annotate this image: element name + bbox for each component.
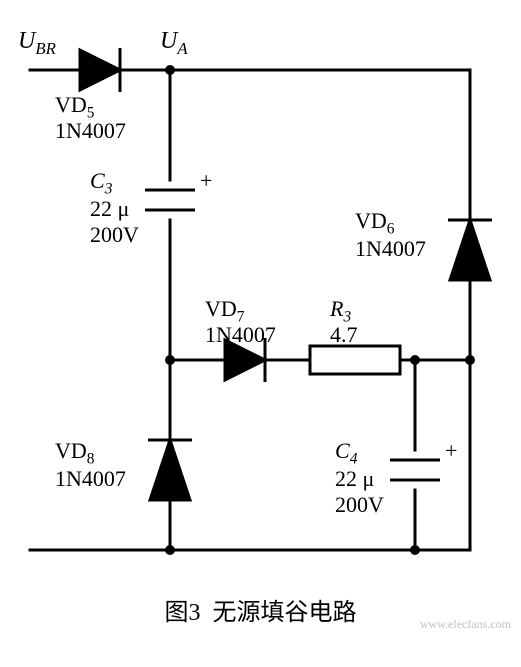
c4-designator: C4 (335, 438, 357, 468)
vd6-part: 1N4007 (355, 236, 426, 262)
capacitor-c4 (390, 460, 440, 480)
watermark: www.elecfans.com (420, 617, 511, 632)
r3-value: 4.7 (330, 322, 358, 348)
c4-plus: + (445, 438, 457, 464)
diode-vd5 (70, 48, 130, 92)
diode-vd8 (148, 420, 192, 510)
c3-voltage: 200V (90, 222, 139, 248)
diode-vd6 (448, 190, 492, 300)
vd8-designator: VD8 (55, 438, 94, 468)
c4-voltage: 200V (335, 492, 384, 518)
vd5-part: 1N4007 (55, 118, 126, 144)
c3-designator: C3 (90, 168, 112, 198)
c4-value: 22 μ (335, 466, 374, 492)
vd8-part: 1N4007 (55, 466, 126, 492)
vd7-part: 1N4007 (205, 322, 276, 348)
vd6-designator: VD6 (355, 208, 394, 238)
terminal-ubr: UBR (18, 28, 56, 59)
terminal-ua: UA (160, 28, 188, 59)
capacitor-c3 (145, 190, 195, 210)
c3-plus: + (200, 168, 212, 194)
c3-value: 22 μ (90, 196, 129, 222)
resistor-r3 (310, 346, 400, 374)
